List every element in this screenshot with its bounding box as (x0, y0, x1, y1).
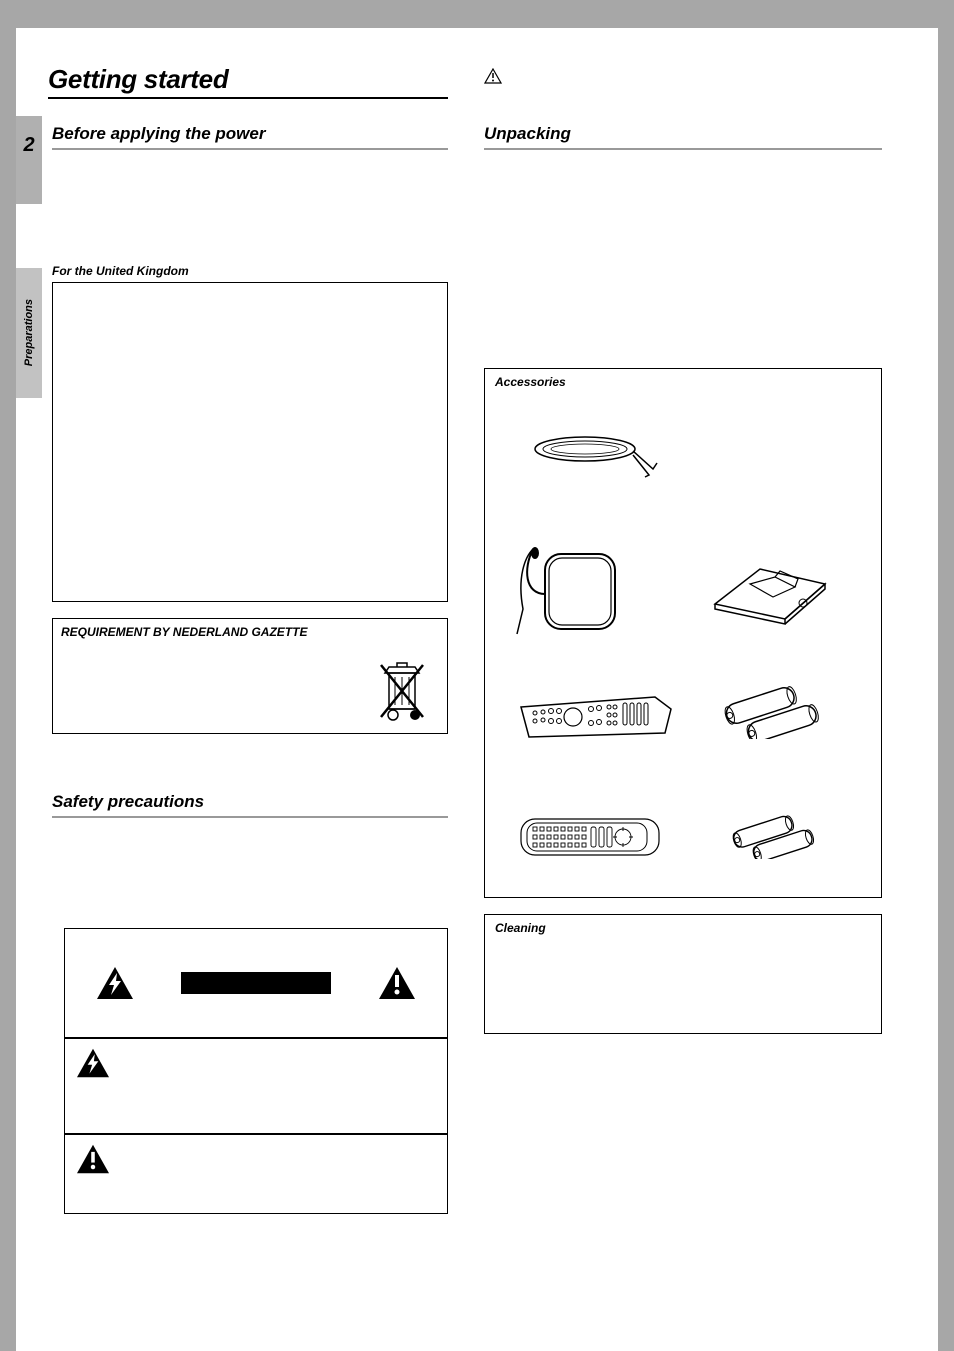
accessories-label: Accessories (495, 375, 871, 389)
exclamation-triangle-icon (484, 68, 502, 84)
right-column-header: Unpacking (484, 124, 882, 150)
heading-rule (52, 816, 448, 818)
uk-box (52, 282, 448, 602)
page-number: 2 (16, 116, 42, 204)
section-title: Getting started (48, 64, 898, 95)
section-header: Getting started (48, 64, 898, 99)
caution-bottom-row (64, 1134, 448, 1214)
accessory-remote-icon (515, 689, 675, 745)
nederland-box: REQUIREMENT BY NEDERLAND GAZETTE (52, 618, 448, 734)
cleaning-label: Cleaning (495, 921, 871, 935)
caution-top-row (64, 928, 448, 1038)
lightning-triangle-icon (95, 965, 135, 1001)
accessory-batteries-icon (715, 679, 835, 739)
accessory-cable-icon (525, 419, 665, 479)
side-tab: Preparations (16, 268, 42, 398)
left-column-header: Before applying the power (52, 124, 448, 150)
accessories-box: Accessories (484, 368, 882, 898)
accessories-grid (495, 389, 871, 869)
safety-header: Safety precautions (52, 792, 448, 818)
page-content: Getting started 2 Preparations Before ap… (16, 28, 938, 1351)
cleaning-box: Cleaning (484, 914, 882, 1034)
lightning-triangle-icon (75, 1047, 111, 1079)
title-underline (48, 97, 448, 99)
crossed-bin-icon (375, 661, 431, 725)
caution-label-bar (181, 972, 331, 994)
heading-rule (52, 148, 448, 150)
accessory-stand-icon (705, 549, 835, 629)
caution-box (64, 928, 448, 1214)
page-number-value: 2 (23, 134, 34, 157)
accessory-batteries-small-icon (725, 809, 835, 859)
exclamation-triangle-icon (377, 965, 417, 1001)
heading-rule (484, 148, 882, 150)
accessory-remote-small-icon (515, 809, 665, 865)
accessory-loop-antenna-icon (515, 539, 625, 649)
unpacking-heading: Unpacking (484, 124, 882, 144)
nederland-label: REQUIREMENT BY NEDERLAND GAZETTE (53, 619, 447, 645)
before-power-heading: Before applying the power (52, 124, 448, 144)
caution-mid-row (64, 1038, 448, 1134)
uk-label: For the United Kingdom (52, 264, 189, 278)
exclamation-triangle-icon (75, 1143, 111, 1175)
safety-heading: Safety precautions (52, 792, 448, 812)
side-tab-label: Preparations (23, 299, 35, 366)
